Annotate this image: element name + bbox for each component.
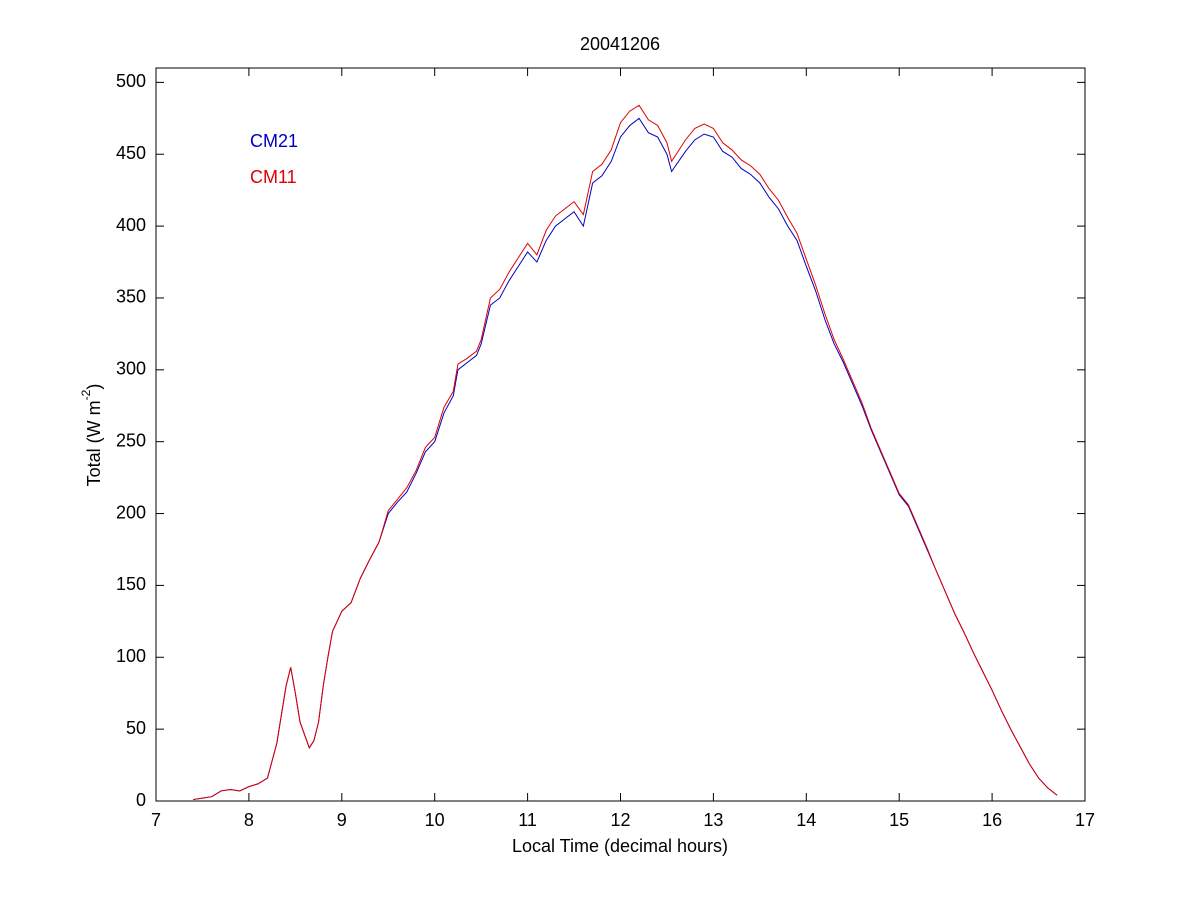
x-tick-label: 10: [425, 810, 445, 830]
y-label-sup: -2: [79, 389, 93, 400]
y-tick-label: 100: [116, 646, 146, 666]
series-line: [193, 104, 1058, 801]
x-tick-label: 14: [796, 810, 816, 830]
y-tick-label: 300: [116, 359, 146, 379]
y-label-part: Total (W m: [84, 400, 104, 486]
y-tick-label: 450: [116, 143, 146, 163]
x-tick-label: 11: [518, 810, 537, 830]
legend-entry: CM11: [250, 167, 297, 187]
x-tick-label: 15: [889, 810, 909, 830]
y-tick-label: 350: [116, 287, 146, 307]
plot-frame: [155, 67, 1086, 802]
y-tick-label: 500: [116, 71, 146, 91]
legend-entry: CM21: [250, 131, 298, 151]
x-tick-label: 16: [982, 810, 1002, 830]
y-tick-label: 150: [116, 574, 146, 594]
x-tick-label: 7: [151, 810, 161, 830]
x-tick-label: 17: [1075, 810, 1095, 830]
y-tick-label: 50: [126, 718, 146, 738]
y-tick-label: 0: [136, 790, 146, 810]
x-tick-label: 9: [337, 810, 347, 830]
y-tick-label: 250: [116, 430, 146, 450]
chart-title: 20041206: [580, 34, 660, 54]
x-tick-label: 12: [610, 810, 630, 830]
y-label-part: ): [84, 384, 104, 390]
y-tick-label: 400: [116, 215, 146, 235]
y-axis-label: Total (W m-2): [79, 384, 104, 487]
y-tick-label: 200: [116, 502, 146, 522]
x-tick-label: 8: [244, 810, 254, 830]
x-tick-label: 13: [703, 810, 723, 830]
x-axis-label: Local Time (decimal hours): [512, 836, 728, 856]
